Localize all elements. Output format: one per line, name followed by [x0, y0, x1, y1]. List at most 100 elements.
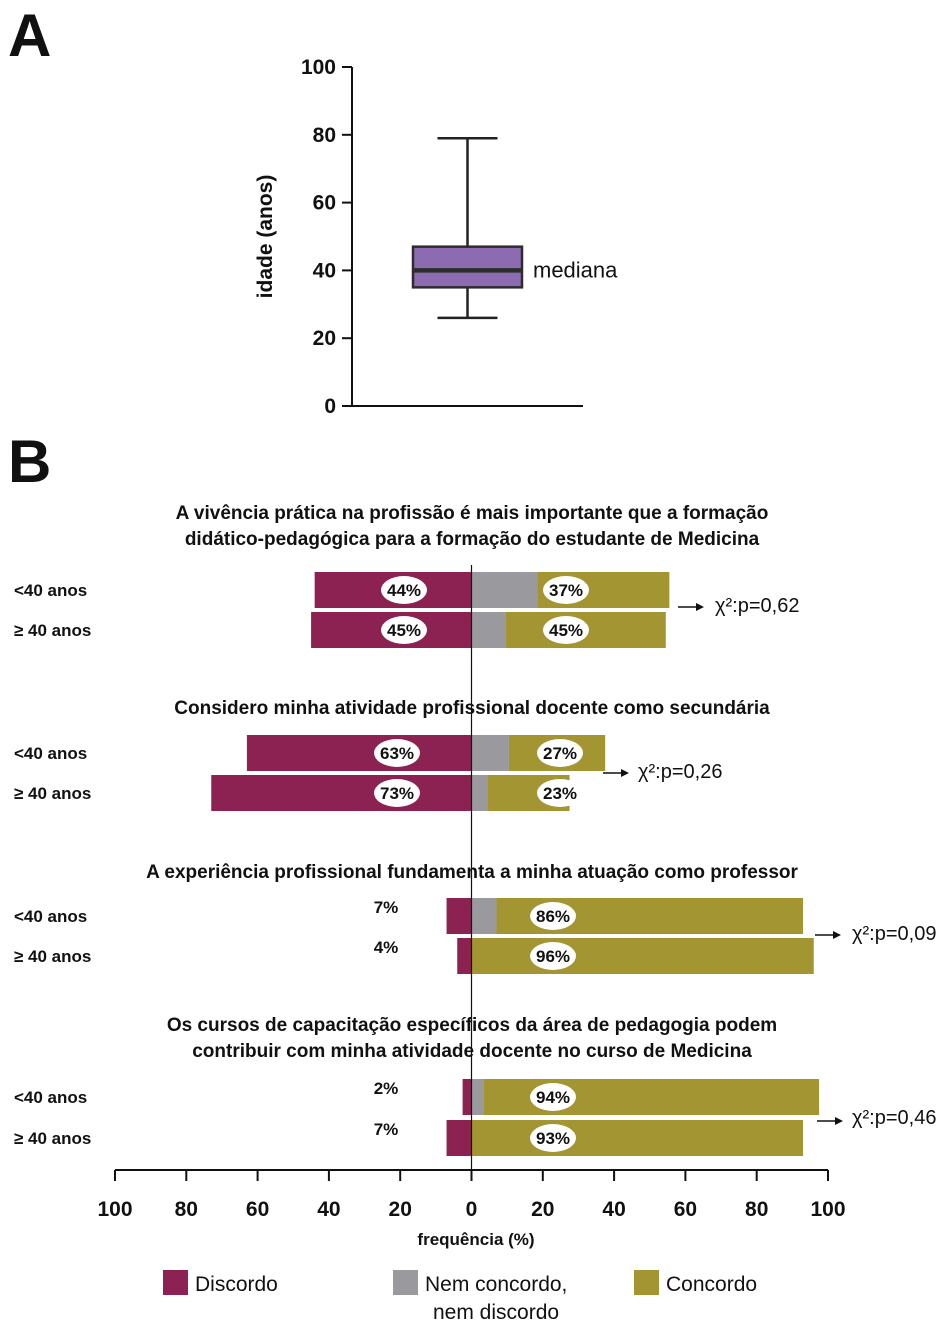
row-label: ≥ 40 anos: [14, 947, 91, 966]
bar-concordo: [471, 938, 814, 974]
bar-discordo: [211, 775, 472, 811]
legend-swatch-neutral: [393, 1270, 418, 1295]
x-tick-label: 100: [810, 1198, 845, 1221]
bar-neutral: [471, 735, 509, 771]
pct-badge: [374, 739, 420, 767]
question-title: contribuir com minha atividade docente n…: [192, 1041, 752, 1062]
x-tick-label: 60: [246, 1198, 269, 1221]
legend: Discordo Nem concordo, nem discordo Concord…: [163, 1270, 757, 1324]
chi-arrowhead: [833, 931, 841, 939]
x-tick-label: 80: [745, 1198, 768, 1221]
bar-discordo: [246, 735, 472, 771]
x-tick-label: 80: [175, 1198, 198, 1221]
panel-a-letter: A: [8, 2, 51, 69]
x-tick-label: 20: [531, 1198, 554, 1221]
pct-label-discordo: 7%: [374, 1120, 399, 1139]
pct-label-concordo: 37%: [549, 581, 583, 600]
pct-label-discordo: 7%: [374, 898, 399, 917]
legend-label-neutral: nem discordo: [433, 1301, 559, 1324]
y-tick-label: 60: [313, 192, 336, 215]
bar-discordo: [462, 1079, 472, 1115]
chi-arrowhead: [696, 603, 704, 611]
y-tick-label: 80: [313, 124, 336, 147]
row-label: ≥ 40 anos: [14, 621, 91, 640]
pct-label-discordo: 63%: [380, 744, 414, 763]
question-group: A vivência prática na profissão é mais i…: [14, 503, 799, 648]
pct-label-concordo: 93%: [536, 1129, 570, 1148]
pct-label-discordo: 73%: [380, 784, 414, 803]
pct-badge: [530, 1124, 576, 1152]
pct-label-concordo: 94%: [536, 1088, 570, 1107]
median-annotation: mediana: [533, 257, 618, 282]
pct-label-concordo: 96%: [536, 947, 570, 966]
question-title: didático-pedagógica para a formação do e…: [185, 529, 760, 550]
pct-label-discordo: 44%: [387, 581, 421, 600]
row-label: ≥ 40 anos: [14, 784, 91, 803]
pct-label-discordo: 2%: [374, 1079, 399, 1098]
pct-label-discordo: 4%: [374, 938, 399, 957]
pct-label-concordo: 27%: [543, 744, 577, 763]
legend-label-concordo: Concordo: [666, 1273, 757, 1296]
pct-badge: [537, 779, 583, 807]
y-tick-label: 100: [301, 56, 336, 79]
question-group: Os cursos de capacitação específicos da …: [14, 1015, 936, 1156]
x-axis-title: frequência (%): [417, 1230, 534, 1249]
x-tick-label: 100: [97, 1198, 132, 1221]
pct-badge: [543, 576, 589, 604]
legend-label-discordo: Discordo: [195, 1273, 278, 1296]
boxplot-panel: 0 20 40 60 80 100 idade (anos) mediana: [254, 56, 618, 418]
legend-swatch-concordo: [634, 1270, 659, 1295]
chi-square-pvalue: χ²:p=0,62: [715, 595, 799, 617]
bar-neutral: [471, 898, 497, 934]
y-axis-title: idade (anos): [254, 175, 277, 299]
question-title: A vivência prática na profissão é mais i…: [176, 503, 769, 524]
bar-neutral: [471, 1079, 484, 1115]
row-label: ≥ 40 anos: [14, 1129, 91, 1148]
pct-badge: [530, 942, 576, 970]
bar-concordo: [471, 1120, 804, 1156]
bar-neutral: [471, 572, 538, 608]
legend-label-neutral: Nem concordo,: [425, 1273, 567, 1296]
bar-neutral: [471, 775, 488, 811]
pct-badge: [374, 779, 420, 807]
pct-badge: [537, 739, 583, 767]
legend-swatch-discordo: [163, 1270, 188, 1295]
x-tick-label: 0: [466, 1198, 478, 1221]
row-label: <40 anos: [14, 1088, 87, 1107]
question-title: A experiência profissional fundamenta a …: [146, 862, 798, 883]
x-tick-label: 40: [317, 1198, 340, 1221]
x-tick-label: 40: [602, 1198, 625, 1221]
chi-arrowhead: [621, 769, 629, 777]
chi-arrowhead: [835, 1117, 843, 1125]
pct-badge: [530, 902, 576, 930]
pct-badge: [381, 616, 427, 644]
row-label: <40 anos: [14, 581, 87, 600]
bar-discordo: [446, 1120, 472, 1156]
y-tick-label: 0: [324, 395, 336, 418]
row-label: <40 anos: [14, 744, 87, 763]
pct-label-concordo: 45%: [549, 621, 583, 640]
question-group: Considero minha atividade profissional d…: [14, 698, 770, 811]
pct-label-concordo: 86%: [536, 907, 570, 926]
pct-label-discordo: 45%: [387, 621, 421, 640]
pct-badge: [530, 1083, 576, 1111]
bar-discordo: [446, 898, 472, 934]
question-title: Considero minha atividade profissional d…: [174, 698, 770, 719]
pct-label-concordo: 23%: [543, 784, 577, 803]
row-label: <40 anos: [14, 907, 87, 926]
x-tick-label: 60: [674, 1198, 697, 1221]
bar-discordo: [457, 938, 472, 974]
iqr-box: [411, 245, 524, 289]
x-tick-label: 20: [389, 1198, 412, 1221]
diverging-bar-panel: A vivência prática na profissão é mais i…: [14, 503, 936, 1324]
y-tick-label: 20: [313, 327, 336, 350]
y-tick-label: 40: [313, 259, 336, 282]
chi-square-pvalue: χ²:p=0,26: [638, 761, 722, 783]
bar-neutral: [471, 612, 506, 648]
question-group: A experiência profissional fundamenta a …: [14, 862, 936, 974]
chi-square-pvalue: χ²:p=0,46: [852, 1107, 936, 1129]
pct-badge: [543, 616, 589, 644]
chi-square-pvalue: χ²:p=0,09: [852, 923, 936, 945]
pct-badge: [381, 576, 427, 604]
